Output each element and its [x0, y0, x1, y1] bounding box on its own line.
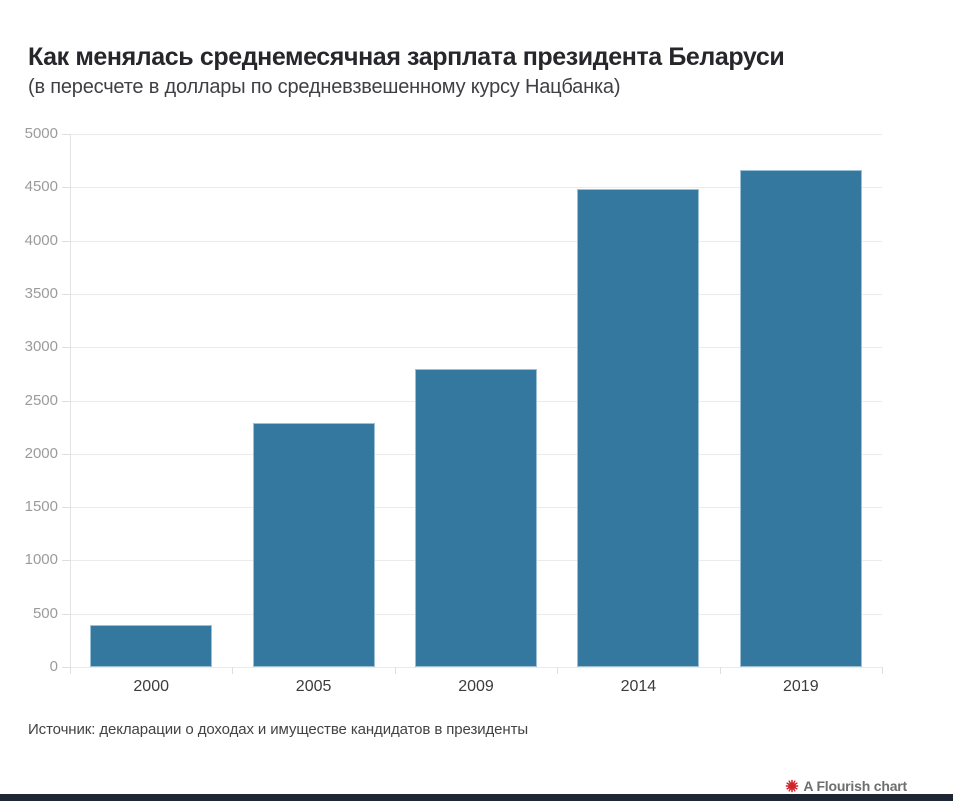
x-axis-tick [719, 667, 721, 674]
chart-header: Как менялась среднемесячная зарплата пре… [28, 43, 918, 99]
y-axis-tick [62, 667, 70, 668]
bar-2009[interactable] [415, 368, 537, 667]
y-axis-label: 3000 [24, 338, 58, 356]
flourish-burst-icon [786, 779, 799, 793]
flourish-credit-link[interactable]: A Flourish chart [785, 778, 907, 794]
bar-2005[interactable] [252, 422, 375, 667]
y-axis-label: 5000 [24, 125, 58, 142]
gridline [70, 293, 882, 295]
y-axis-label: 2500 [24, 391, 58, 409]
gridline [70, 134, 882, 135]
y-axis-tick [62, 187, 70, 189]
y-axis-tick [62, 613, 70, 615]
x-axis-label-2000: 2000 [133, 678, 169, 695]
chart-title: Как менялась среднемесячная зарплата пре… [28, 43, 785, 71]
y-axis-label: 1000 [24, 551, 58, 569]
y-axis-label: 4000 [24, 231, 58, 249]
y-axis-label: 500 [32, 604, 58, 622]
y-axis-label: 3500 [24, 284, 58, 302]
gridline [70, 347, 882, 349]
x-axis-tick [882, 667, 883, 674]
x-axis-label-2014: 2014 [620, 678, 657, 695]
y-axis-label: 1500 [24, 498, 58, 516]
x-axis-tick [557, 667, 559, 674]
y-axis-line [70, 134, 71, 667]
y-axis-label: 4500 [24, 178, 58, 196]
x-axis-label-2009: 2009 [458, 678, 494, 695]
x-axis-label-2019: 2019 [783, 678, 819, 695]
bar-2014[interactable] [577, 189, 700, 667]
flourish-credit-label: A Flourish chart [803, 778, 907, 794]
chart-subtitle: (в пересчете в доллары по средневзвешенн… [28, 75, 621, 98]
gridline [70, 187, 882, 189]
y-axis-tick [62, 560, 70, 562]
y-axis-tick [62, 240, 70, 242]
x-axis-tick [70, 667, 71, 674]
y-axis-label: 0 [49, 658, 58, 675]
x-axis-tick [232, 667, 234, 674]
gridline [70, 240, 882, 242]
embed-bottom-bar [0, 794, 953, 801]
x-axis-tick [394, 667, 396, 674]
bar-2019[interactable] [739, 170, 862, 667]
gridline [70, 667, 882, 668]
y-axis-label: 2000 [24, 444, 58, 462]
y-axis-tick [62, 134, 70, 135]
y-axis-tick [62, 400, 70, 402]
bar-2000[interactable] [90, 625, 213, 667]
x-axis-label-2005: 2005 [295, 678, 332, 695]
y-axis-tick [62, 453, 70, 455]
source-note: Источник: декларации о доходах и имущест… [28, 721, 529, 738]
y-axis-tick [62, 507, 70, 509]
y-axis-tick [62, 293, 70, 295]
y-axis-tick [62, 347, 70, 349]
